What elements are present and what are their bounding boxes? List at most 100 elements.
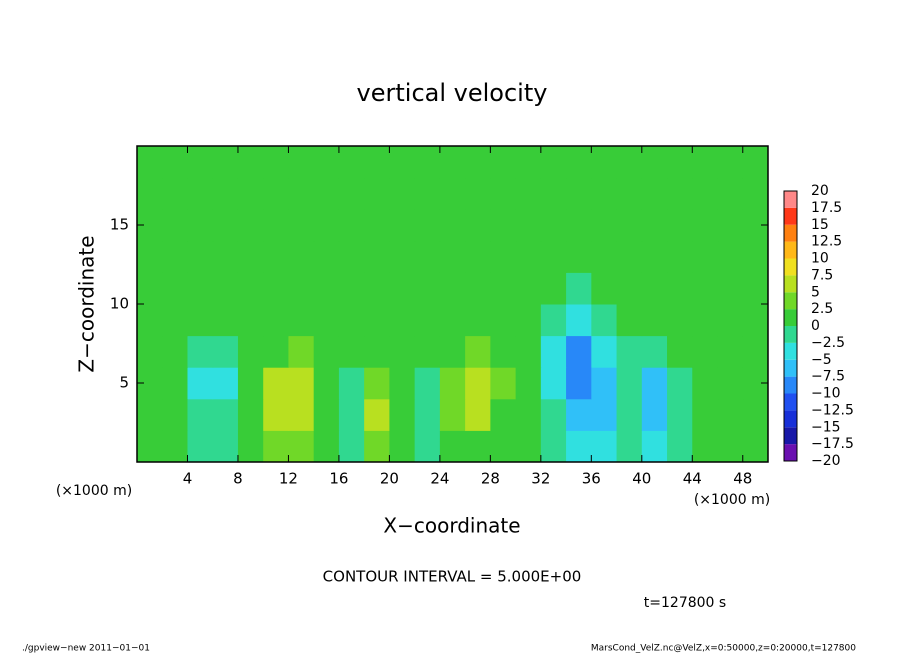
cell: [439, 367, 466, 400]
colorbar-segment: [784, 359, 797, 377]
cell: [212, 304, 239, 337]
cell: [212, 240, 239, 273]
cell: [389, 367, 416, 400]
colorbar-label: 2.5: [811, 301, 833, 317]
cell: [515, 272, 542, 305]
colorbar-label: −15: [811, 419, 841, 435]
cell: [439, 240, 466, 273]
cell: [616, 398, 643, 431]
cell: [414, 367, 441, 400]
cell: [187, 398, 214, 431]
footer-right: MarsCond_VelZ.nc@VelZ,x=0:50000,z=0:2000…: [591, 644, 856, 654]
cell: [465, 209, 491, 242]
cell: [137, 335, 163, 368]
cell: [641, 304, 668, 337]
cell: [641, 177, 668, 210]
x-tick-label: 48: [733, 470, 752, 488]
cell: [667, 209, 693, 242]
cell: [566, 177, 592, 210]
cell: [515, 430, 542, 463]
cell: [389, 335, 416, 368]
cell: [439, 430, 466, 463]
cell: [717, 367, 744, 400]
cell: [313, 335, 340, 368]
cell: [566, 367, 592, 400]
cell: [162, 146, 188, 179]
colorbar-label: 5: [811, 284, 820, 300]
cell: [137, 240, 163, 273]
colorbar-segment: [784, 342, 797, 360]
cell: [288, 177, 315, 210]
cell: [540, 367, 567, 400]
colorbar-segment: [784, 444, 797, 461]
colorbar-label: 12.5: [811, 234, 842, 250]
cell: [288, 240, 315, 273]
colorbar-segment: [784, 258, 797, 276]
x-tick-label: 16: [329, 470, 348, 488]
cell: [540, 209, 567, 242]
cell: [212, 367, 239, 400]
cell: [288, 430, 315, 463]
cell: [137, 398, 163, 431]
cell: [313, 367, 340, 400]
cell: [465, 240, 491, 273]
colorbar-label: −17.5: [811, 436, 854, 452]
cell: [742, 240, 769, 273]
colorbar-frame: [783, 190, 798, 462]
colorbar-label: 0: [811, 318, 820, 334]
cell: [717, 335, 744, 368]
x-tick-label: 32: [531, 470, 550, 488]
cell: [667, 240, 693, 273]
cell: [364, 177, 390, 210]
cell: [414, 398, 441, 431]
cell: [389, 430, 416, 463]
cell: [364, 304, 390, 337]
cell: [591, 367, 618, 400]
cell: [540, 304, 567, 337]
colorbar-label: 17.5: [811, 200, 842, 216]
cell: [540, 177, 567, 210]
cell: [717, 209, 744, 242]
cell: [338, 240, 365, 273]
cell: [566, 272, 592, 305]
cell: [313, 272, 340, 305]
x-axis-label: X−coordinate: [383, 514, 520, 538]
cell: [591, 398, 618, 431]
cell: [591, 430, 618, 463]
cell: [566, 335, 592, 368]
cell: [540, 430, 567, 463]
cell: [364, 272, 390, 305]
cell: [692, 398, 719, 431]
cell: [742, 398, 769, 431]
colorbar-segment: [784, 224, 797, 242]
x-tick-label: 24: [430, 470, 449, 488]
cell: [641, 430, 668, 463]
cell: [490, 304, 517, 337]
contour-interval: CONTOUR INTERVAL = 5.000E+00: [323, 568, 582, 586]
cell: [667, 146, 693, 179]
y-tick-label: 10: [110, 295, 129, 313]
y-tick-label: 5: [119, 374, 129, 392]
colorbar-segment: [784, 275, 797, 293]
cell: [515, 240, 542, 273]
cell: [237, 240, 264, 273]
cell: [616, 367, 643, 400]
cell: [616, 209, 643, 242]
cell: [187, 304, 214, 337]
cell: [162, 398, 188, 431]
cell: [338, 209, 365, 242]
cell: [187, 272, 214, 305]
cell: [288, 304, 315, 337]
cell: [212, 146, 239, 179]
colorbar-label: −7.5: [811, 369, 845, 385]
colorbar-label: 15: [811, 217, 829, 233]
cell: [616, 240, 643, 273]
x-tick-label: 28: [481, 470, 500, 488]
cell: [465, 304, 491, 337]
cell: [515, 398, 542, 431]
cell: [187, 240, 214, 273]
cell: [742, 335, 769, 368]
cell: [717, 272, 744, 305]
cell: [540, 146, 567, 179]
cell: [137, 272, 163, 305]
